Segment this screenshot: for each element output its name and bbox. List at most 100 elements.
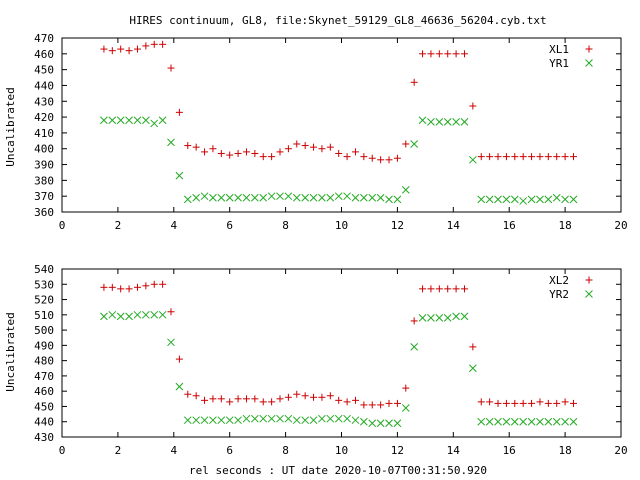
- data-point-yr2: [301, 416, 310, 425]
- data-point-yr2: [225, 416, 234, 425]
- legend-label: YR1: [549, 57, 569, 70]
- y-tick-label: 440: [34, 416, 54, 429]
- data-point-xl2: [502, 399, 510, 407]
- y-tick-label: 420: [34, 111, 54, 124]
- data-point-yr2: [251, 414, 259, 423]
- data-point-xl1: [402, 140, 410, 148]
- data-point-yr2: [175, 382, 184, 391]
- data-point-yr1: [133, 116, 142, 125]
- data-point-yr2: [192, 416, 201, 425]
- data-point-xl2: [133, 283, 141, 291]
- data-point-xl1: [335, 149, 343, 157]
- data-point-xl2: [268, 398, 276, 406]
- data-point-xl2: [452, 285, 460, 293]
- data-point-yr1: [251, 193, 259, 202]
- data-point-yr1: [569, 195, 578, 204]
- x-axis-label: rel seconds : UT date 2020-10-07T00:31:5…: [189, 464, 487, 477]
- data-point-yr2: [401, 404, 410, 412]
- data-point-yr2: [276, 414, 284, 423]
- data-point-yr1: [477, 195, 486, 204]
- data-point-yr1: [301, 193, 310, 202]
- data-point-xl2: [301, 392, 309, 400]
- x-tick-label: 18: [558, 444, 571, 457]
- y-tick-label: 400: [34, 143, 54, 156]
- data-point-xl2: [242, 395, 250, 403]
- data-point-xl1: [326, 143, 334, 151]
- bottom-panel: Uncalibrated 0 2 4 6 8 10 12 14 16 18 20 430 440 450 4…: [4, 263, 628, 457]
- data-point-xl1: [393, 154, 401, 162]
- data-point-yr2: [536, 417, 544, 426]
- data-point-yr1: [351, 193, 360, 202]
- data-point-yr1: [192, 193, 201, 202]
- data-point-yr2: [259, 414, 268, 423]
- data-point-xl1: [427, 50, 435, 58]
- data-point-xl1: [150, 40, 158, 48]
- data-point-yr1: [393, 195, 402, 204]
- data-point-yr2: [150, 310, 159, 319]
- y-tick-label: 470: [34, 32, 54, 45]
- data-point-xl1: [159, 40, 167, 48]
- data-point-yr1: [443, 117, 452, 126]
- x-tick-label: 20: [614, 219, 627, 232]
- data-point-xl2: [209, 395, 217, 403]
- data-point-yr1: [259, 193, 268, 202]
- data-point-xl2: [528, 399, 536, 407]
- data-point-yr1: [217, 193, 226, 202]
- data-point-xl2: [561, 398, 569, 406]
- x-tick-label: 4: [170, 219, 177, 232]
- data-point-xl2: [159, 280, 167, 288]
- data-point-yr2: [133, 310, 142, 319]
- data-point-xl2: [226, 398, 234, 406]
- data-point-xl1: [460, 50, 468, 58]
- data-point-yr1: [510, 195, 519, 204]
- data-point-xl2: [519, 399, 527, 407]
- data-point-xl1: [561, 153, 569, 161]
- data-point-yr2: [183, 416, 192, 425]
- x-tick-label: 6: [226, 219, 233, 232]
- data-point-yr1: [418, 116, 427, 125]
- data-point-xl1: [544, 153, 552, 161]
- data-point-xl1: [217, 149, 225, 157]
- data-point-yr1: [309, 193, 318, 202]
- data-point-xl1: [377, 156, 385, 164]
- data-point-yr1: [460, 117, 469, 126]
- legend-label: XL1: [549, 43, 569, 56]
- data-point-yr1: [284, 192, 293, 201]
- data-point-yr2: [360, 417, 368, 426]
- data-point-yr2: [452, 312, 460, 321]
- data-point-yr1: [376, 193, 385, 202]
- data-point-xl1: [284, 145, 292, 153]
- y-tick-label: 480: [34, 355, 54, 368]
- plot-frame: [61, 37, 622, 213]
- data-point-xl1: [553, 153, 561, 161]
- data-point-xl2: [477, 398, 485, 406]
- data-point-xl1: [469, 102, 477, 110]
- x-tick-label: 14: [447, 444, 461, 457]
- data-point-xl1: [125, 47, 133, 55]
- data-point-yr2: [309, 416, 318, 425]
- data-point-xl2: [175, 355, 183, 363]
- data-point-yr2: [435, 314, 444, 322]
- data-point-yr2: [485, 417, 494, 426]
- legend-label: XL2: [549, 274, 569, 287]
- data-point-xl2: [435, 285, 443, 293]
- data-point-xl1: [419, 50, 427, 58]
- x-tick-label: 0: [59, 444, 66, 457]
- data-point-xl2: [150, 280, 158, 288]
- x-tick-label: 2: [115, 219, 122, 232]
- data-point-yr2: [209, 416, 217, 425]
- bottom-y-axis-label: Uncalibrated: [4, 312, 17, 391]
- chart-title: HIRES continuum, GL8, file:Skynet_59129_…: [129, 14, 546, 27]
- data-point-xl2: [419, 285, 427, 293]
- data-point-xl2: [460, 285, 468, 293]
- data-point-xl1: [268, 153, 276, 161]
- data-point-yr1: [150, 119, 159, 128]
- y-tick-label: 520: [34, 294, 54, 307]
- data-point-yr1: [334, 192, 343, 201]
- data-point-xl1: [477, 153, 485, 161]
- data-point-yr2: [318, 414, 326, 423]
- data-point-yr1: [158, 116, 167, 125]
- data-point-yr2: [334, 414, 343, 423]
- y-tick-label: 440: [34, 79, 54, 92]
